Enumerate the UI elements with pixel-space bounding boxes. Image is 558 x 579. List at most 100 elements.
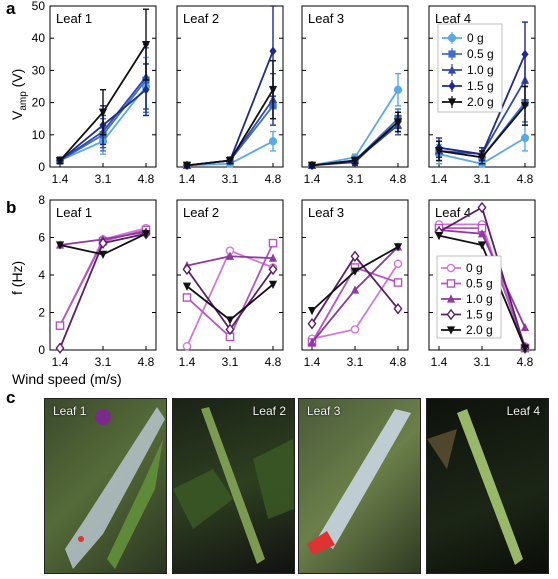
xtick-label-a-3: 3.1 [347, 172, 364, 186]
point-b-2-3-1 [225, 323, 235, 336]
series-b-3-4 [307, 243, 403, 316]
panel-label-a: a [6, 0, 16, 18]
series-b-1-4 [55, 230, 151, 259]
xtick-label-b-2: 4.8 [265, 355, 282, 369]
xtick-label-a-4: 3.1 [474, 172, 491, 186]
point-b-2-0-0 [182, 341, 192, 351]
xtick-label-b-3: 1.4 [304, 355, 321, 369]
ytick-label-b: 6 [38, 231, 45, 245]
legend-b-label-2: 1.0 g [466, 292, 493, 306]
point-b-2-2-1 [225, 251, 235, 260]
point-b-2-1-2 [268, 238, 278, 248]
point-b-4-3-1 [477, 201, 487, 214]
point-b-4-2-2 [520, 322, 530, 332]
legend-b-marker-0 [446, 263, 456, 273]
point-b-3-1-2 [393, 278, 403, 287]
legend-a-label-0: 0 g [467, 31, 484, 45]
xtick-label-b-3: 3.1 [347, 355, 364, 369]
point-a-2-4-2 [268, 86, 278, 95]
ytick-label-b: 4 [38, 268, 45, 282]
axes-a-2 [176, 5, 284, 168]
leaf-photo-3: Leaf 3 [298, 398, 421, 574]
ytick-label-b: 2 [38, 306, 45, 320]
legend-a-label-1: 0.5 g [467, 47, 494, 61]
xtick-label-a-2: 3.1 [222, 172, 239, 186]
xlabel-b: Wind speed (m/s) [12, 371, 122, 387]
point-b-4-4-0 [434, 232, 444, 241]
xtick-label-a-1: 3.1 [95, 172, 112, 186]
ytick-label-b: 0 [38, 343, 45, 357]
ytick-label-a: 10 [32, 128, 46, 142]
series-b-4-4 [434, 232, 530, 353]
xtick-label-a-2: 4.8 [265, 172, 282, 186]
point-a-4-4-1 [477, 153, 487, 162]
point-b-4-4-1 [477, 241, 487, 250]
subplot-title-a-2: Leaf 2 [183, 11, 219, 26]
legend-b-marker-3 [446, 308, 456, 321]
xtick-label-b-2: 1.4 [179, 355, 196, 369]
photo-title-3: Leaf 3 [307, 404, 341, 418]
point-b-4-4-2 [520, 344, 530, 353]
point-b-1-4-0 [55, 241, 65, 250]
subplot-title-b-4: Leaf 4 [435, 205, 471, 220]
subplot-title-b-1: Leaf 1 [56, 205, 92, 220]
xtick-label-a-1: 4.8 [138, 172, 155, 186]
point-b-2-2-2 [268, 253, 278, 262]
leaf-image-2 [173, 407, 294, 564]
subplot-title-b-3: Leaf 3 [308, 205, 344, 220]
xtick-label-b-3: 4.8 [390, 355, 407, 369]
series-a-4-4 [434, 85, 530, 165]
legend-a-marker-3 [448, 81, 456, 91]
axes-b-1 [49, 199, 157, 351]
point-a-2-4-1 [225, 156, 235, 166]
point-b-3-4-0 [307, 307, 317, 316]
ytick-label-b: 8 [38, 193, 45, 207]
ytick-label-a: 50 [32, 0, 46, 13]
legend-b-label-4: 2.0 g [466, 323, 493, 337]
ytick-label-a: 0 [38, 160, 45, 174]
point-a-1-4-0 [55, 156, 65, 166]
series-a-2-4 [182, 60, 278, 170]
legend-a-marker-0 [447, 33, 457, 43]
legend-b-label-0: 0 g [466, 261, 483, 275]
series-a-3-4 [307, 111, 403, 170]
ytick-label-a: 40 [32, 31, 46, 45]
point-b-1-4-1 [98, 250, 108, 259]
xtick-label-a-1: 1.4 [52, 172, 69, 186]
point-b-1-3-1 [98, 237, 108, 249]
point-b-3-4-2 [393, 243, 403, 252]
xtick-label-a-4: 1.4 [431, 172, 448, 186]
xtick-label-a-4: 4.8 [517, 172, 534, 186]
legend-a-label-3: 1.5 g [467, 79, 494, 93]
photo-title-4: Leaf 4 [506, 404, 540, 418]
xtick-label-a-3: 1.4 [304, 172, 321, 186]
point-b-1-1-0 [55, 321, 65, 330]
xtick-label-b-4: 1.4 [431, 355, 448, 369]
point-a-3-0-2 [393, 85, 403, 94]
point-a-4-4-0 [434, 147, 444, 156]
point-b-2-3-0 [182, 263, 192, 276]
legend-b-label-1: 0.5 g [466, 277, 493, 291]
legend-b-marker-2 [446, 294, 456, 303]
ylabel-b: f (Hz) [9, 261, 25, 295]
point-b-3-2-1 [350, 285, 360, 294]
point-b-2-4-2 [268, 280, 278, 289]
legend-a-marker-1 [448, 50, 456, 58]
point-b-1-4-2 [141, 230, 151, 239]
xtick-label-b-2: 3.1 [222, 355, 239, 369]
legend-a-box [437, 23, 503, 113]
series-b-3-2 [307, 242, 403, 347]
subplot-title-b-2: Leaf 2 [183, 205, 219, 220]
ytick-label-a: 30 [32, 63, 46, 77]
point-b-3-0-1 [350, 325, 360, 334]
subplot-title-a-3: Leaf 3 [308, 11, 344, 26]
series-b-2-4 [182, 280, 278, 325]
xtick-label-b-4: 3.1 [474, 355, 491, 369]
legend-a-label-4: 2.0 g [467, 95, 494, 109]
leaf-image-1 [65, 407, 165, 569]
legend-b-label-3: 1.5 g [466, 308, 493, 322]
point-b-2-1-0 [182, 293, 192, 302]
point-b-3-4-1 [350, 267, 360, 276]
point-b-2-4-1 [225, 316, 235, 325]
panel-label-c: c [6, 388, 16, 407]
